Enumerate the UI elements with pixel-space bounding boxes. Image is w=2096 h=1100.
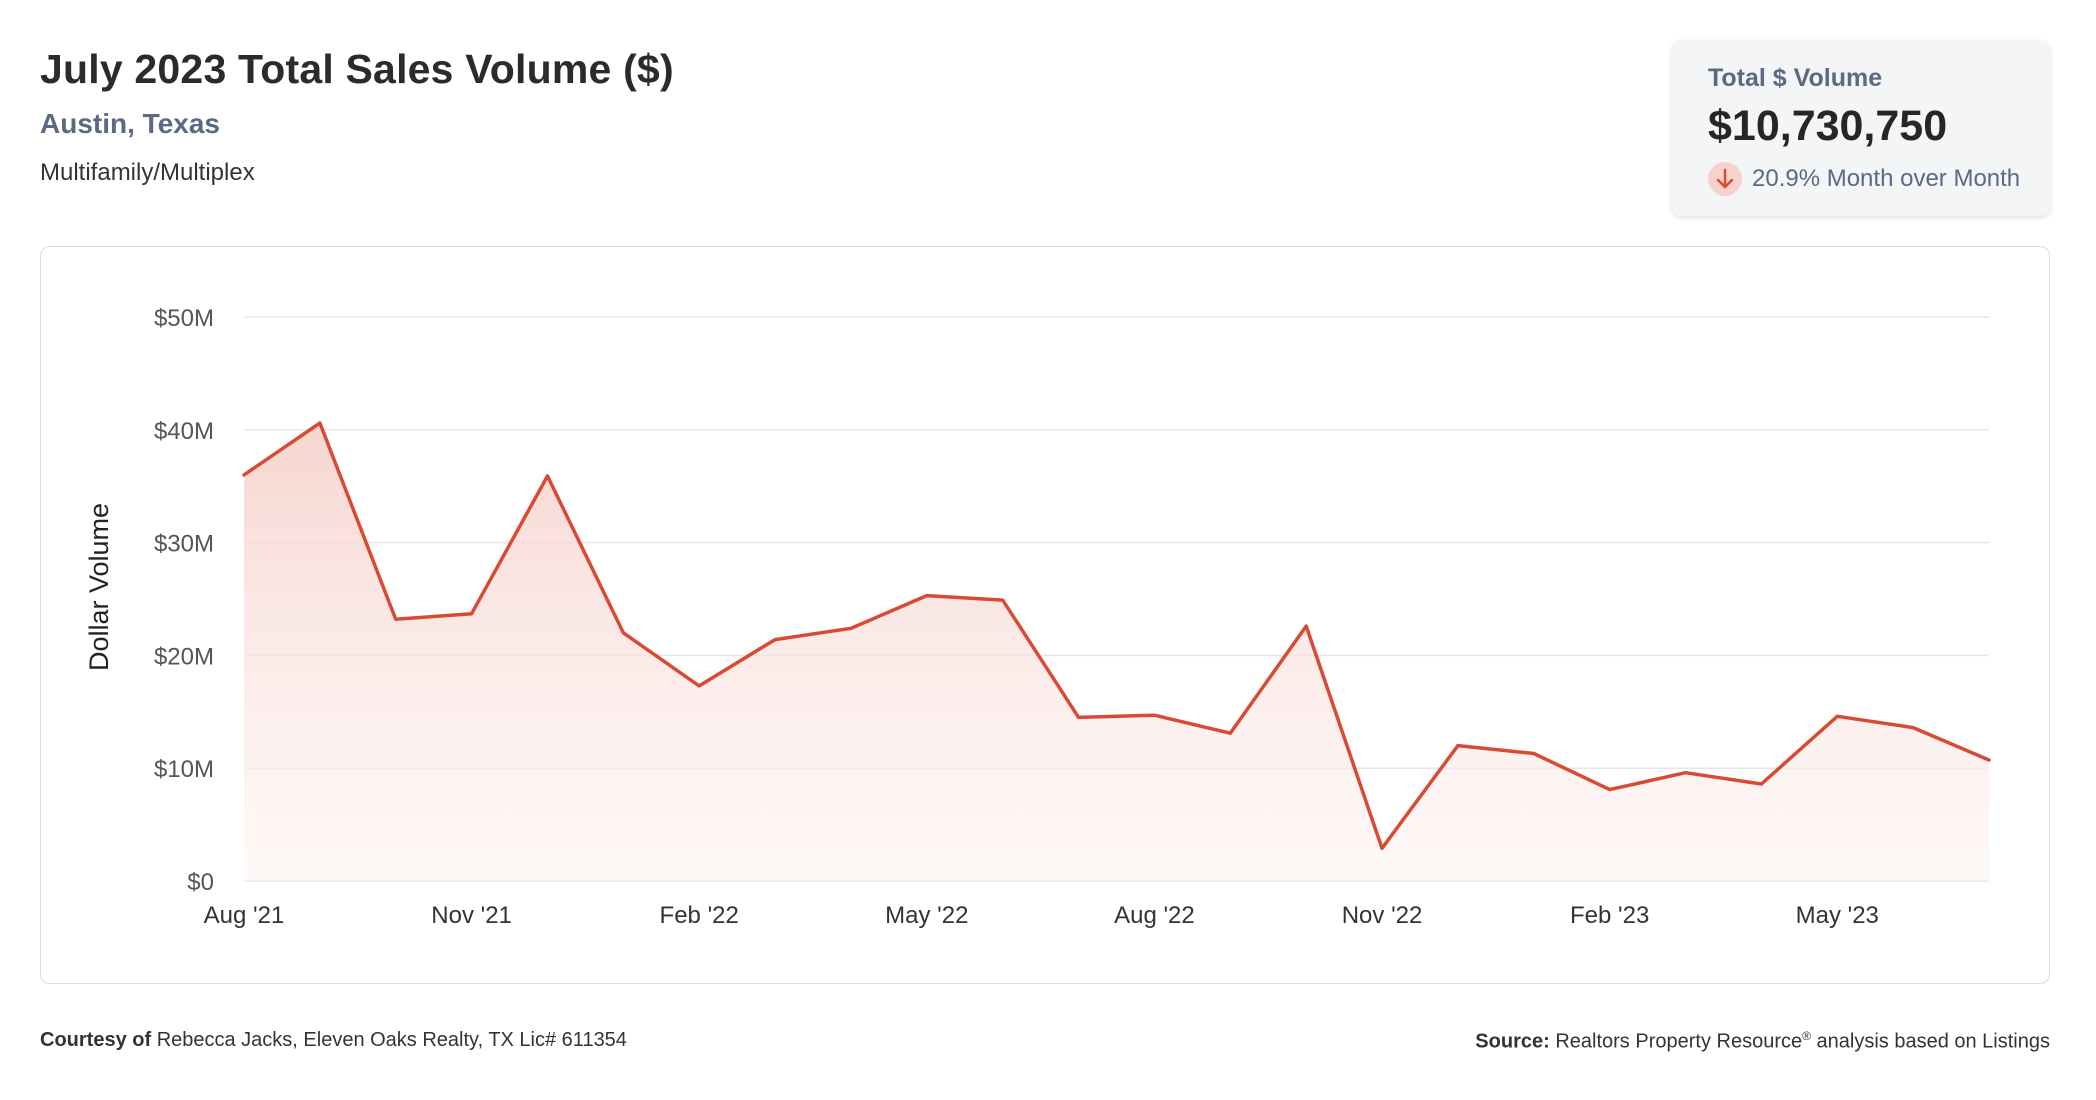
source-name: Realtors Property Resource	[1555, 1030, 1803, 1053]
y-tick-label: $20M	[154, 643, 214, 670]
data-point	[621, 631, 625, 635]
data-point	[1911, 726, 1915, 730]
arrow-down-icon	[1708, 162, 1742, 196]
y-tick-label: $10M	[154, 756, 214, 783]
data-point	[1987, 758, 1991, 762]
kpi-value: $10,730,750	[1708, 102, 1948, 150]
y-axis-label: Dollar Volume	[84, 503, 114, 671]
data-point	[1380, 846, 1384, 850]
page-title: July 2023 Total Sales Volume ($)	[40, 46, 674, 92]
data-point	[697, 684, 701, 688]
data-point	[1759, 782, 1763, 786]
data-point	[1608, 788, 1612, 792]
source-label: Source:	[1475, 1030, 1550, 1053]
data-point	[1152, 713, 1156, 717]
x-tick-label: Aug '21	[204, 902, 285, 929]
data-point	[1456, 744, 1460, 748]
registered-mark: ®	[1802, 1029, 1811, 1043]
source-rest: analysis based on Listings	[1816, 1030, 2050, 1053]
data-point	[470, 612, 474, 616]
courtesy-footer: Courtesy of Rebecca Jacks, Eleven Oaks R…	[40, 1029, 627, 1052]
data-point	[1001, 598, 1005, 602]
courtesy-label: Courtesy of	[40, 1029, 152, 1051]
location-subtitle: Austin, Texas	[40, 108, 220, 139]
kpi-change-text: 20.9% Month over Month	[1752, 165, 2021, 192]
kpi-card: Total $ Volume $10,730,750 20.9% Month o…	[1672, 40, 2050, 216]
x-tick-label: Nov '21	[431, 902, 512, 929]
x-tick-label: Aug '22	[1114, 902, 1195, 929]
x-tick-label: Nov '22	[1342, 902, 1423, 929]
data-point	[773, 638, 777, 642]
data-point	[318, 421, 322, 425]
data-point	[849, 626, 853, 630]
x-tick-label: May '23	[1796, 902, 1879, 929]
kpi-change: 20.9% Month over Month	[1708, 162, 2020, 196]
x-tick-label: May '22	[885, 902, 968, 929]
data-point	[242, 473, 246, 477]
property-category: Multifamily/Multiplex	[40, 159, 255, 186]
data-point	[1228, 731, 1232, 735]
x-tick-label: Feb '22	[660, 902, 739, 929]
y-tick-label: $40M	[154, 418, 214, 445]
data-point	[1684, 771, 1688, 775]
series-line	[242, 421, 1991, 851]
source-footer: Source: Realtors Property Resource® anal…	[1475, 1029, 2050, 1054]
data-point	[1532, 752, 1536, 756]
y-tick-label: $0	[187, 869, 214, 896]
courtesy-text: Rebecca Jacks, Eleven Oaks Realty, TX Li…	[156, 1029, 627, 1051]
data-point	[1835, 714, 1839, 718]
data-point	[394, 617, 398, 621]
kpi-label: Total $ Volume	[1708, 64, 1883, 92]
series-area	[244, 423, 1989, 881]
y-tick-label: $50M	[154, 305, 214, 332]
data-point	[1077, 715, 1081, 719]
data-point	[545, 474, 549, 478]
x-tick-label: Feb '23	[1570, 902, 1649, 929]
data-point	[1304, 624, 1308, 628]
sales-volume-chart: $0 $10M $20M $30M $40M $50M Aug '21 Nov '21 Feb…	[84, 305, 1991, 929]
y-tick-label: $30M	[154, 531, 214, 558]
chart-frame: $0 $10M $20M $30M $40M $50M Aug '21 Nov '21 Feb…	[40, 246, 2050, 984]
data-point	[925, 594, 929, 598]
